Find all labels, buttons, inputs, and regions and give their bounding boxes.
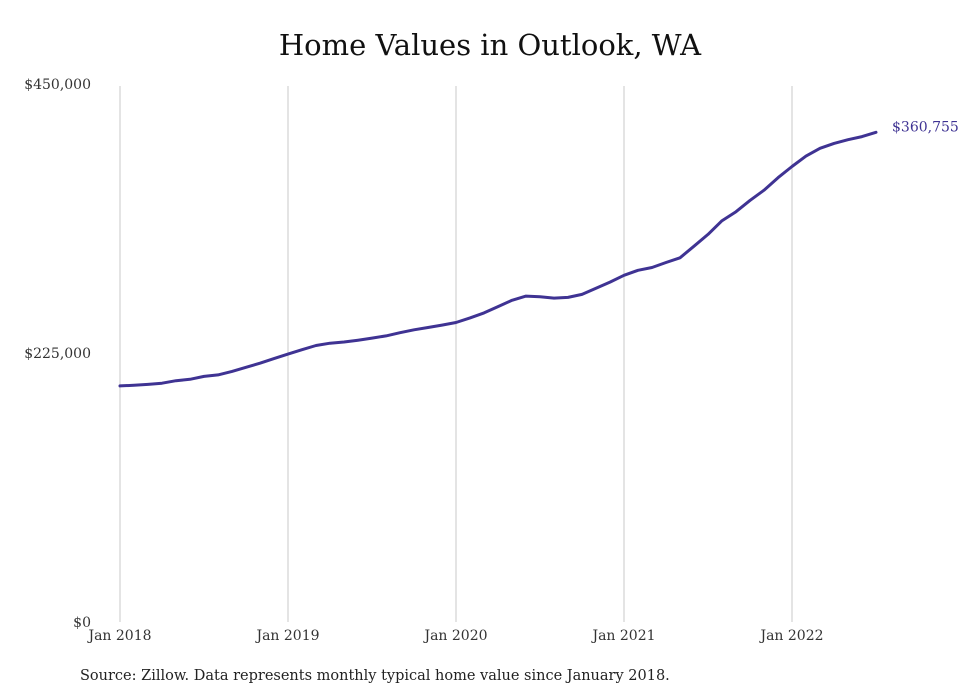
y-tick-label: $0	[73, 615, 91, 631]
data-point	[315, 344, 318, 347]
data-point	[203, 375, 206, 378]
data-point	[497, 305, 500, 308]
source-note: Source: Zillow. Data represents monthly …	[80, 668, 670, 684]
series-layer: $360,755	[118, 119, 959, 388]
data-point	[273, 357, 276, 360]
data-point	[595, 287, 598, 290]
data-point	[371, 337, 374, 340]
data-point	[385, 334, 388, 337]
data-point	[637, 269, 640, 272]
x-tick-label: Jan 2022	[758, 628, 823, 644]
axis-ticks: Jan 2018 Jan 2019 Jan 2020 Jan 2021 Jan 2022…	[24, 77, 823, 644]
data-point	[525, 295, 528, 298]
data-point	[245, 366, 248, 369]
data-point	[763, 189, 766, 192]
data-point	[287, 353, 290, 356]
data-point	[119, 384, 122, 387]
data-point	[427, 326, 430, 329]
x-tick-label: Jan 2019	[254, 628, 319, 644]
chart-title: Home Values in Outlook, WA	[278, 28, 702, 62]
data-point	[861, 135, 864, 138]
data-point	[259, 362, 262, 365]
data-point	[301, 348, 304, 351]
data-point	[609, 281, 612, 284]
data-point	[147, 383, 150, 386]
data-point	[441, 324, 444, 327]
data-point	[749, 199, 752, 202]
y-tick-label: $450,000	[24, 77, 91, 93]
data-point	[679, 256, 682, 259]
data-point	[469, 316, 472, 319]
data-point	[217, 373, 220, 376]
data-point	[567, 296, 570, 299]
data-point	[413, 328, 416, 331]
data-point	[483, 311, 486, 314]
data-point	[875, 131, 878, 134]
data-point	[721, 219, 724, 222]
data-point	[623, 274, 626, 277]
data-point	[539, 295, 542, 298]
data-point	[735, 210, 738, 213]
data-point	[455, 321, 458, 324]
data-point	[847, 138, 850, 141]
data-point	[189, 378, 192, 381]
data-point	[581, 293, 584, 296]
data-point	[231, 370, 234, 373]
data-point	[161, 382, 164, 385]
x-tick-label: Jan 2018	[86, 628, 151, 644]
gridlines	[119, 86, 793, 622]
data-point	[791, 165, 794, 168]
data-point	[805, 155, 808, 158]
y-tick-label: $225,000	[24, 346, 91, 362]
data-point	[651, 266, 654, 269]
data-point	[343, 341, 346, 344]
data-point	[329, 342, 332, 345]
data-point	[665, 261, 668, 264]
data-point	[399, 331, 402, 334]
data-point	[511, 299, 514, 302]
data-point	[133, 384, 136, 387]
x-tick-label: Jan 2021	[590, 628, 655, 644]
end-value-label: $360,755	[892, 119, 959, 135]
data-point	[707, 233, 710, 236]
data-point	[819, 147, 822, 150]
data-point	[693, 245, 696, 248]
data-point	[175, 379, 178, 382]
x-tick-label: Jan 2020	[422, 628, 487, 644]
data-point	[553, 297, 556, 300]
data-point	[777, 176, 780, 179]
data-point	[357, 339, 360, 342]
series-line	[118, 130, 878, 388]
data-point	[833, 142, 836, 145]
